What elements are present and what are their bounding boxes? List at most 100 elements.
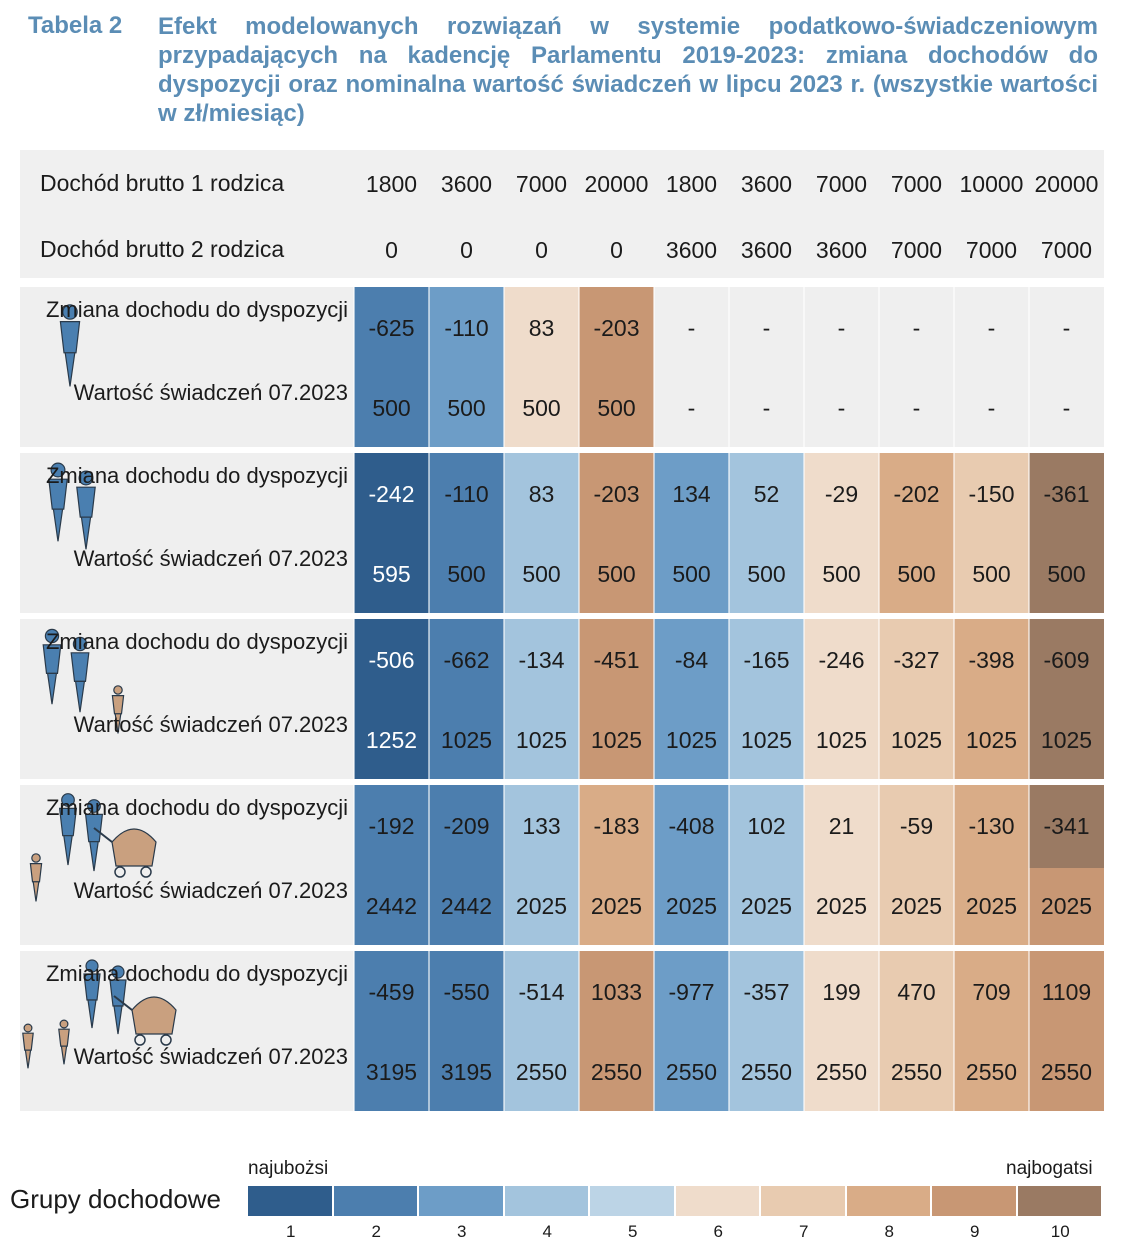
income-change-label: Zmiana dochodu do dyspozycji bbox=[45, 795, 348, 820]
benefit-value-cell: 2025 bbox=[804, 868, 879, 945]
benefit-value-cell: 500 bbox=[954, 536, 1029, 613]
income-change-cell: -130 bbox=[954, 785, 1029, 868]
income-change-cell: 470 bbox=[879, 951, 954, 1034]
parent2-income-cell: 7000 bbox=[965, 236, 1018, 263]
income-change-cell: -192 bbox=[354, 785, 429, 868]
legend-group-number: 10 bbox=[1050, 1222, 1070, 1241]
benefit-value-cell: 500 bbox=[429, 370, 504, 447]
income-change-cell: -134 bbox=[504, 619, 579, 702]
benefit-value-cell: 500 bbox=[504, 536, 579, 613]
column-separator bbox=[803, 287, 805, 1114]
legend-swatch bbox=[248, 1186, 332, 1216]
income-change-cell: 102 bbox=[729, 785, 804, 868]
benefit-value-cell: 1025 bbox=[804, 702, 879, 779]
parent1-income-cell: 3600 bbox=[440, 170, 493, 197]
income-change-cell: 1109 bbox=[1029, 951, 1104, 1034]
income-change-cell: -110 bbox=[429, 453, 504, 536]
legend-group-number: 6 bbox=[713, 1222, 723, 1241]
income-change-label: Zmiana dochodu do dyspozycji bbox=[45, 463, 348, 488]
benefit-value-cell: 2025 bbox=[729, 868, 804, 945]
income-change-cell: - bbox=[762, 315, 771, 341]
parent1-income-cell: 20000 bbox=[584, 170, 649, 197]
column-separator bbox=[878, 287, 880, 1114]
benefit-value-cell: 2442 bbox=[429, 868, 504, 945]
income-change-cell: -110 bbox=[429, 287, 504, 370]
income-change-cell: -242 bbox=[354, 453, 429, 536]
income-change-cell: -29 bbox=[804, 453, 879, 536]
legend-group-number: 4 bbox=[542, 1222, 552, 1241]
income-change-cell: 199 bbox=[804, 951, 879, 1034]
column-separator bbox=[428, 287, 430, 1114]
benefit-value-cell: - bbox=[1062, 395, 1071, 421]
parent2-income-cell: 0 bbox=[610, 236, 623, 263]
income-change-cell: - bbox=[912, 315, 921, 341]
income-change-cell: -506 bbox=[354, 619, 429, 702]
benefit-value-cell: 1025 bbox=[954, 702, 1029, 779]
legend-group-number: 5 bbox=[628, 1222, 638, 1241]
benefit-value-cell: 2550 bbox=[654, 1034, 729, 1111]
benefit-value-cell: 2025 bbox=[504, 868, 579, 945]
benefit-value-cell: 2442 bbox=[354, 868, 429, 945]
income-change-cell: -514 bbox=[504, 951, 579, 1034]
income-header: Dochód brutto 1 rodzica Dochód brutto 2 … bbox=[20, 150, 1104, 278]
benefit-value-cell: 500 bbox=[579, 536, 654, 613]
legend-group-number: 8 bbox=[884, 1222, 894, 1241]
parent1-income-cell: 7000 bbox=[815, 170, 868, 197]
income-change-cell: -459 bbox=[354, 951, 429, 1034]
legend-group-number: 3 bbox=[457, 1222, 467, 1241]
income-change-cell: -609 bbox=[1029, 619, 1104, 702]
income-change-cell: - bbox=[837, 315, 846, 341]
benefit-value-cell: 1252 bbox=[354, 702, 429, 779]
column-separator bbox=[728, 287, 730, 1114]
income-change-cell: - bbox=[687, 315, 696, 341]
benefit-value-cell: - bbox=[687, 395, 696, 421]
benefit-value-cell: 500 bbox=[504, 370, 579, 447]
caption-label: Tabela 2 bbox=[28, 12, 123, 39]
parent2-income-cell: 3600 bbox=[815, 236, 868, 263]
income-change-cell: -327 bbox=[879, 619, 954, 702]
benefit-value-label: Wartość świadczeń 07.2023 bbox=[73, 712, 348, 737]
income-change-cell: -625 bbox=[354, 287, 429, 370]
benefit-value-cell: 1025 bbox=[654, 702, 729, 779]
income-change-cell: - bbox=[987, 315, 996, 341]
legend-swatch bbox=[419, 1186, 503, 1216]
income-change-cell: -202 bbox=[879, 453, 954, 536]
benefit-value-cell: - bbox=[987, 395, 996, 421]
benefit-value-label: Wartość świadczeń 07.2023 bbox=[73, 546, 348, 571]
income-change-label: Zmiana dochodu do dyspozycji bbox=[45, 297, 348, 322]
column-separator bbox=[503, 287, 505, 1114]
legend-swatch bbox=[846, 1186, 930, 1216]
benefit-value-cell: 595 bbox=[354, 536, 429, 613]
parent2-income-cell: 0 bbox=[535, 236, 548, 263]
legend-swatch bbox=[675, 1186, 759, 1216]
parent1-income-cell: 3600 bbox=[740, 170, 793, 197]
benefit-value-cell: 500 bbox=[804, 536, 879, 613]
income-change-cell: -183 bbox=[579, 785, 654, 868]
benefit-value-cell: 500 bbox=[729, 536, 804, 613]
income-change-cell: - bbox=[1062, 315, 1071, 341]
benefit-value-cell: 500 bbox=[354, 370, 429, 447]
parent1-income-cell: 1800 bbox=[665, 170, 718, 197]
income-change-cell: -550 bbox=[429, 951, 504, 1034]
benefit-value-label: Wartość świadczeń 07.2023 bbox=[73, 878, 348, 903]
legend-title: Grupy dochodowe bbox=[10, 1184, 222, 1214]
income-change-cell: 83 bbox=[504, 453, 579, 536]
column-separator bbox=[1028, 287, 1030, 1114]
benefit-value-cell: 2550 bbox=[504, 1034, 579, 1111]
benefit-value-cell: 2025 bbox=[879, 868, 954, 945]
income-change-cell: -203 bbox=[579, 287, 654, 370]
benefit-value-cell: 2550 bbox=[729, 1034, 804, 1111]
income-change-cell: -662 bbox=[429, 619, 504, 702]
benefit-value-cell: 1025 bbox=[579, 702, 654, 779]
parent1-income-label: Dochód brutto 1 rodzica bbox=[40, 170, 285, 196]
benefit-value-cell: 500 bbox=[429, 536, 504, 613]
benefit-value-cell: 2550 bbox=[1029, 1034, 1104, 1111]
benefit-value-cell: 3195 bbox=[429, 1034, 504, 1111]
parent2-income-cell: 0 bbox=[385, 236, 398, 263]
column-separator bbox=[653, 287, 655, 1114]
benefit-value-cell: 2550 bbox=[879, 1034, 954, 1111]
legend-swatch bbox=[761, 1186, 845, 1216]
income-change-cell: -341 bbox=[1029, 785, 1104, 868]
benefit-value-cell: 2025 bbox=[654, 868, 729, 945]
income-change-cell: -398 bbox=[954, 619, 1029, 702]
